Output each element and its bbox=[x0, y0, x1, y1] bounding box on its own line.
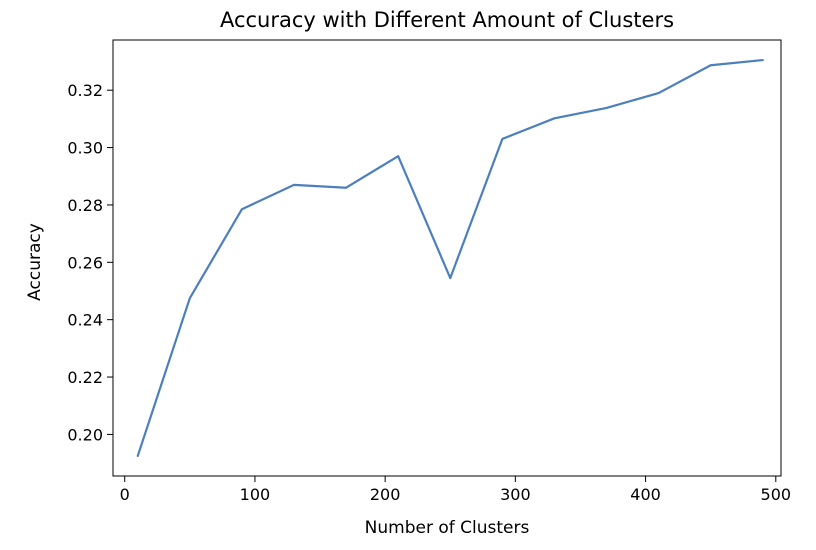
x-tick-label: 400 bbox=[630, 485, 661, 504]
y-axis: 0.20 0.22 0.24 0.26 0.28 0.30 0.32 bbox=[67, 81, 113, 444]
x-tick-label: 200 bbox=[370, 485, 401, 504]
chart-title: Accuracy with Different Amount of Cluste… bbox=[220, 8, 674, 32]
x-axis: 0 100 200 300 400 500 bbox=[120, 476, 791, 504]
y-tick-label: 0.28 bbox=[67, 196, 103, 215]
y-tick-label: 0.22 bbox=[67, 368, 103, 387]
y-tick-label: 0.32 bbox=[67, 81, 103, 100]
x-axis-label: Number of Clusters bbox=[365, 518, 530, 538]
y-tick-label: 0.26 bbox=[67, 253, 103, 272]
x-tick-label: 300 bbox=[500, 485, 531, 504]
x-tick-label: 500 bbox=[761, 485, 792, 504]
y-axis-label: Accuracy bbox=[25, 223, 45, 301]
plot-area bbox=[136, 58, 764, 458]
series-line bbox=[136, 58, 764, 458]
y-tick-label: 0.20 bbox=[67, 425, 103, 444]
x-tick-label: 100 bbox=[240, 485, 271, 504]
plot-frame bbox=[112, 39, 782, 477]
y-tick-label: 0.24 bbox=[67, 311, 103, 330]
x-tick-label: 0 bbox=[120, 485, 130, 504]
y-tick-label: 0.30 bbox=[67, 139, 103, 158]
